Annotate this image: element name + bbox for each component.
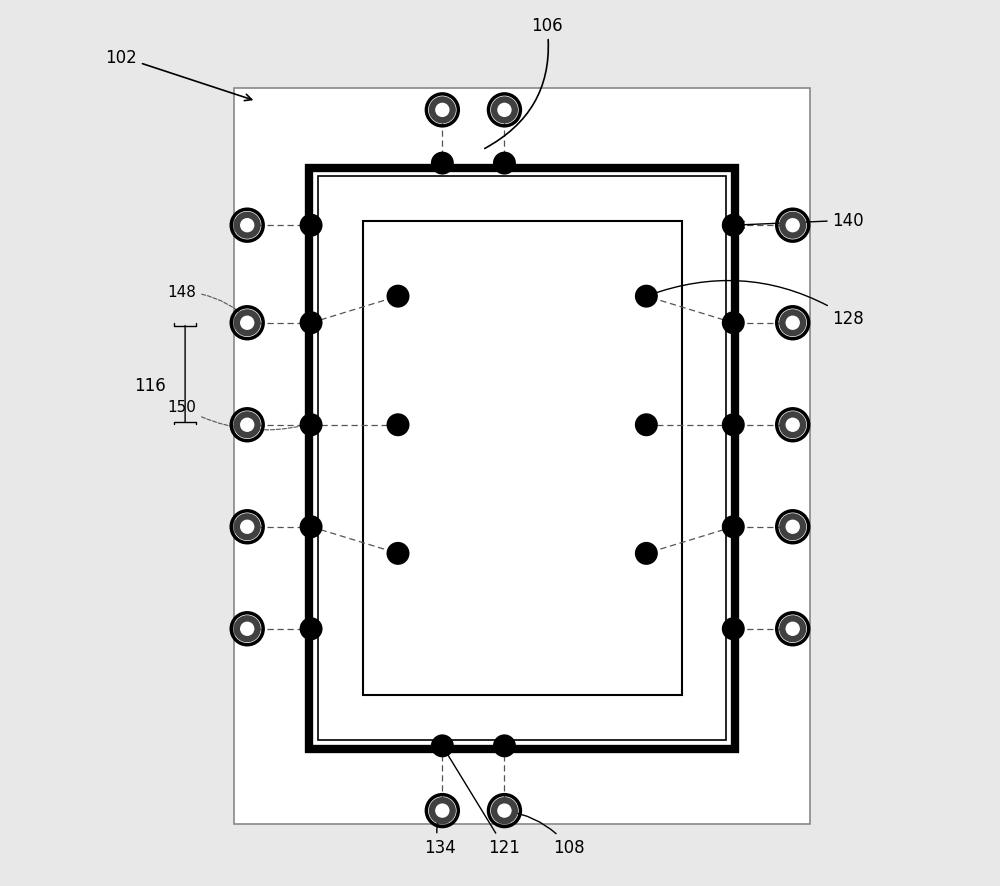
Circle shape	[723, 415, 744, 436]
Circle shape	[429, 797, 456, 824]
Circle shape	[494, 153, 515, 175]
Circle shape	[786, 316, 800, 330]
Circle shape	[494, 735, 515, 757]
Bar	[309, 168, 735, 749]
Bar	[318, 177, 726, 740]
Circle shape	[240, 520, 254, 534]
Circle shape	[240, 219, 254, 233]
Text: 140: 140	[738, 212, 864, 230]
Text: 108: 108	[507, 811, 585, 857]
Circle shape	[429, 97, 456, 124]
Circle shape	[387, 286, 409, 307]
Circle shape	[786, 219, 800, 233]
Circle shape	[300, 517, 322, 538]
Circle shape	[387, 543, 409, 564]
Circle shape	[497, 804, 512, 818]
Circle shape	[779, 616, 806, 642]
Bar	[234, 89, 810, 824]
Circle shape	[723, 618, 744, 640]
Circle shape	[786, 520, 800, 534]
Circle shape	[779, 412, 806, 439]
Text: 116: 116	[134, 377, 166, 394]
Circle shape	[234, 616, 261, 642]
Circle shape	[234, 310, 261, 337]
Circle shape	[432, 735, 453, 757]
Circle shape	[234, 213, 261, 239]
Circle shape	[779, 310, 806, 337]
Circle shape	[300, 618, 322, 640]
Bar	[363, 222, 682, 696]
Circle shape	[432, 153, 453, 175]
Circle shape	[723, 517, 744, 538]
Circle shape	[636, 415, 657, 436]
Text: 128: 128	[649, 281, 864, 328]
Circle shape	[300, 313, 322, 334]
Circle shape	[786, 418, 800, 432]
Circle shape	[491, 797, 518, 824]
Circle shape	[240, 622, 254, 636]
Circle shape	[300, 215, 322, 237]
Text: 134: 134	[425, 813, 456, 857]
Circle shape	[497, 104, 512, 118]
Circle shape	[234, 514, 261, 540]
Circle shape	[435, 104, 450, 118]
Circle shape	[435, 804, 450, 818]
Circle shape	[636, 286, 657, 307]
Circle shape	[491, 97, 518, 124]
Circle shape	[786, 622, 800, 636]
Circle shape	[387, 415, 409, 436]
Circle shape	[234, 412, 261, 439]
Circle shape	[240, 418, 254, 432]
Circle shape	[723, 215, 744, 237]
Circle shape	[300, 415, 322, 436]
Text: 121: 121	[444, 749, 520, 857]
Circle shape	[723, 313, 744, 334]
Circle shape	[779, 514, 806, 540]
Text: 148: 148	[167, 284, 250, 322]
Text: 150: 150	[167, 400, 304, 431]
Circle shape	[636, 543, 657, 564]
Circle shape	[779, 213, 806, 239]
Circle shape	[240, 316, 254, 330]
Text: 102: 102	[105, 49, 252, 102]
Text: 106: 106	[485, 17, 563, 150]
